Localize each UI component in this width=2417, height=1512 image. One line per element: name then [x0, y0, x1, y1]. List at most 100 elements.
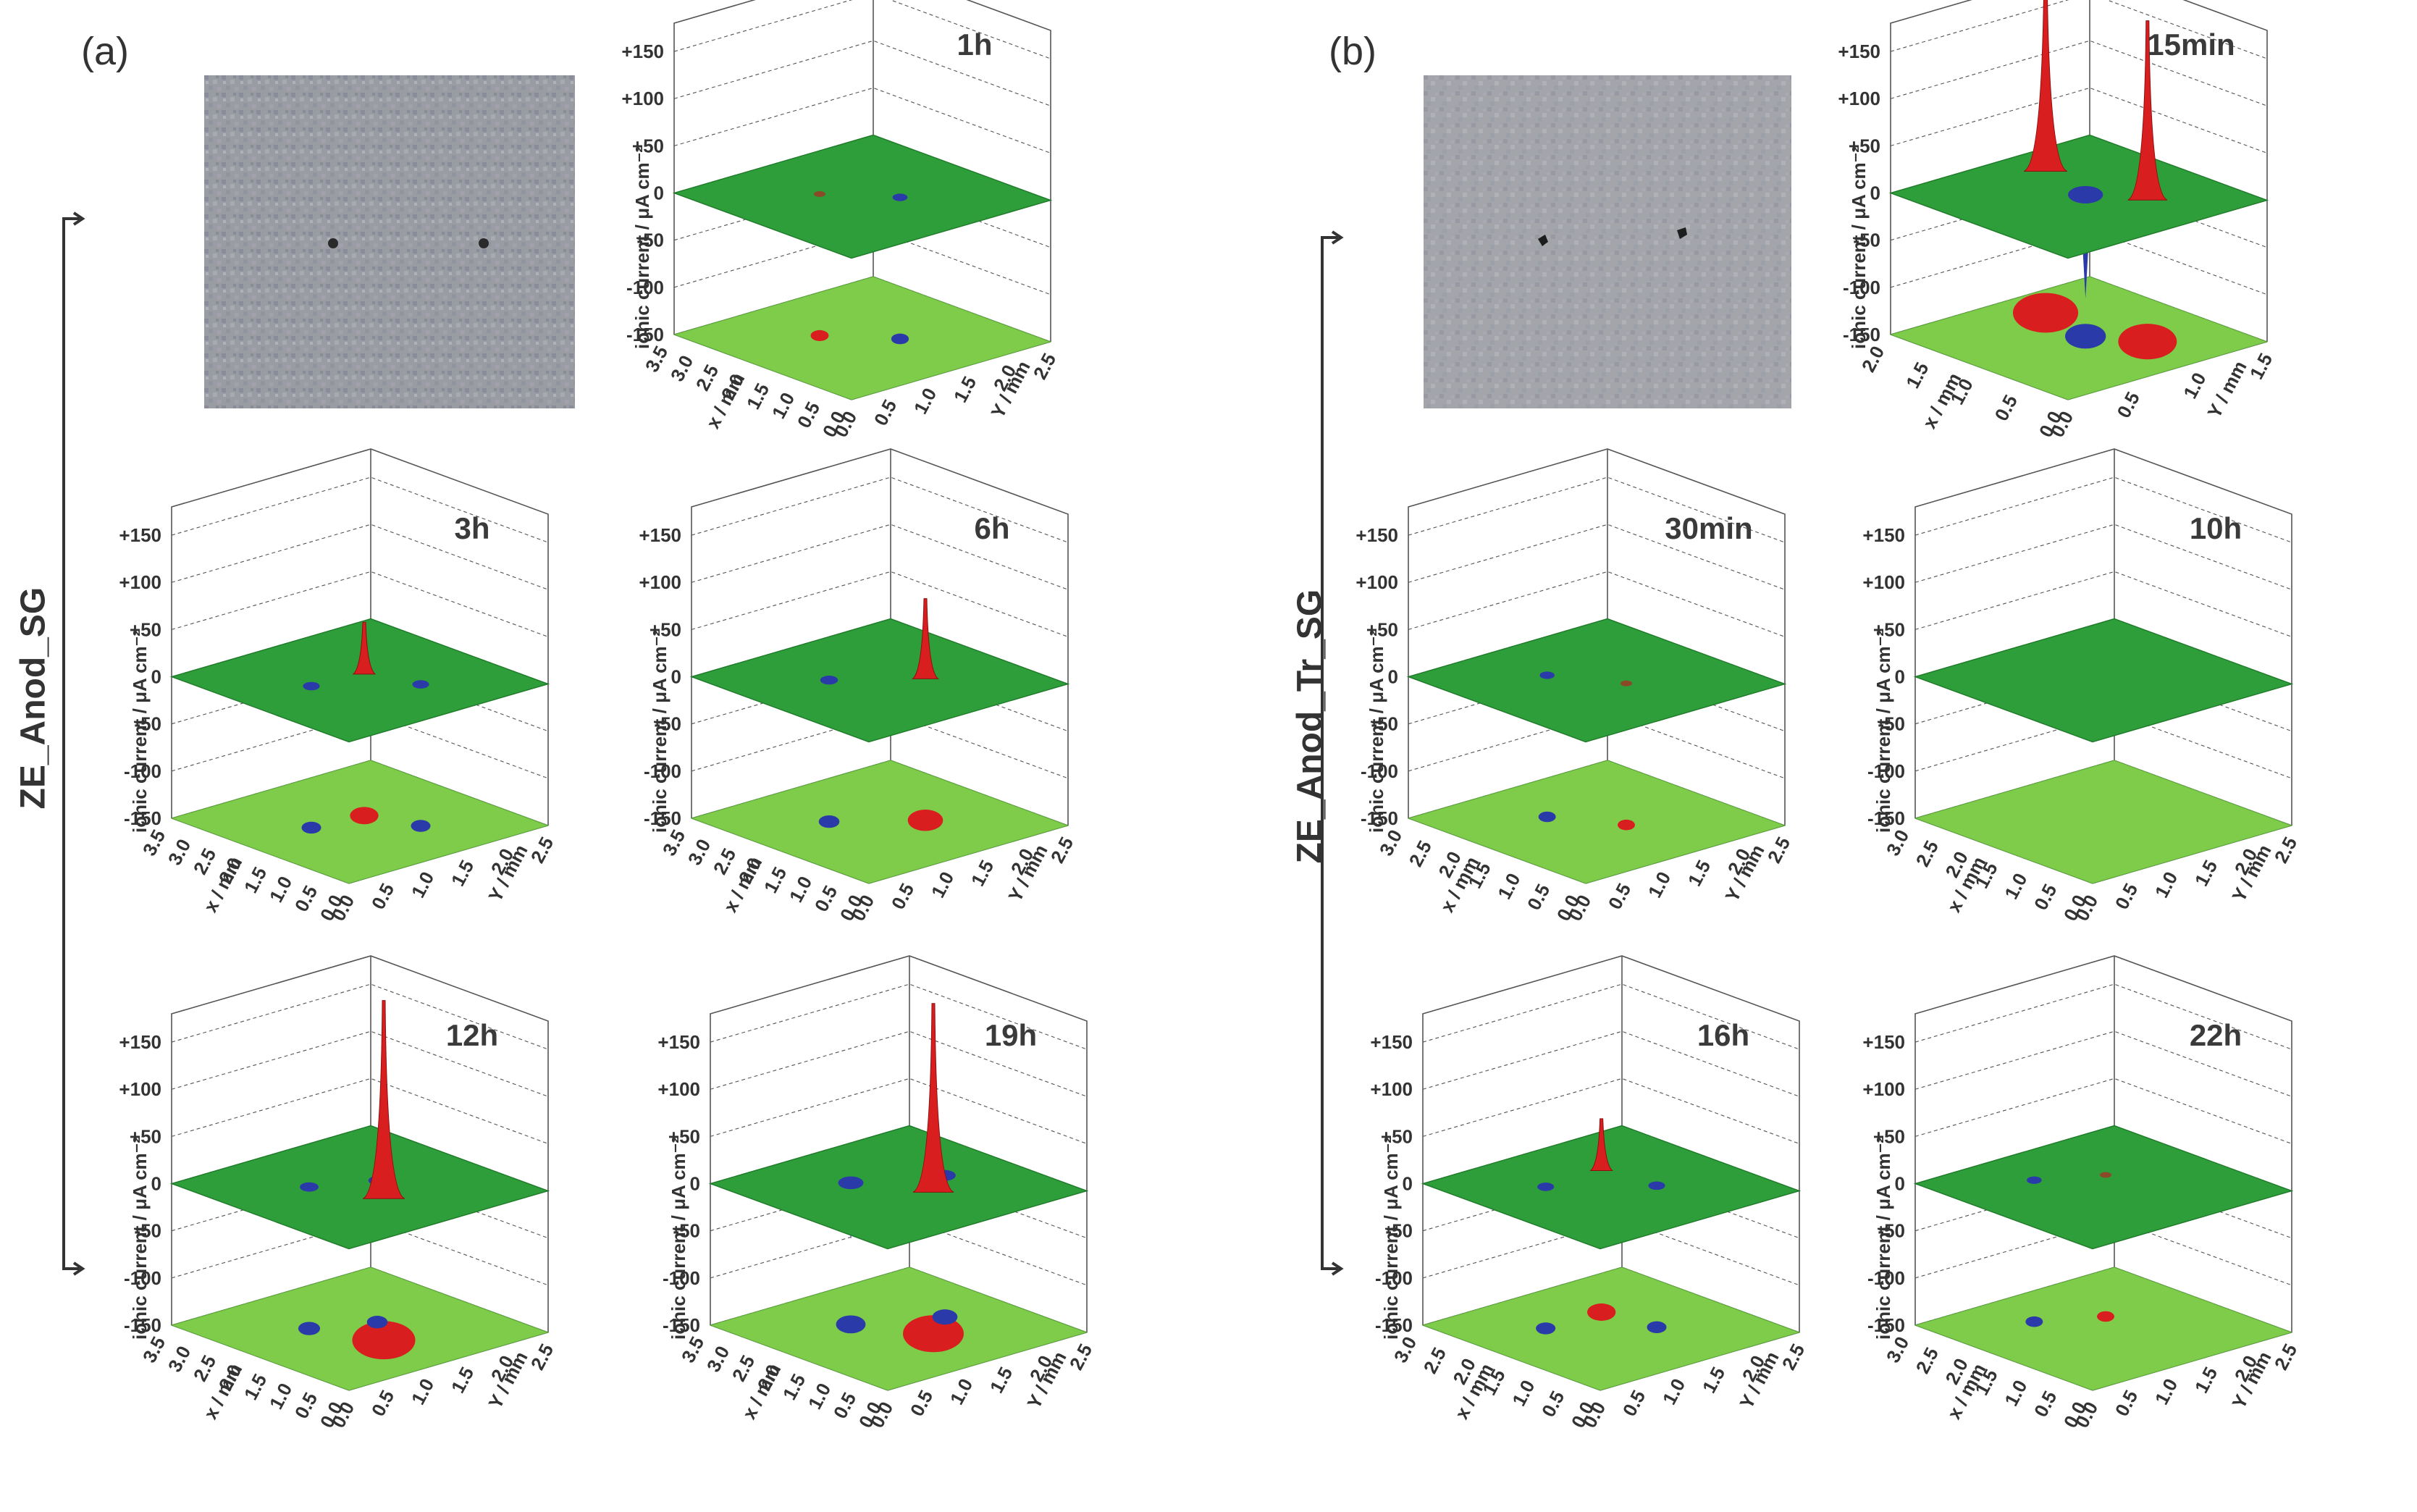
x-tick-label: 1.0 [2000, 1377, 2031, 1410]
z-gridline [171, 1219, 549, 1286]
x-tick-label: 1.0 [1508, 1377, 1539, 1410]
z-gridline [673, 0, 1051, 59]
x-tick-label: 0.5 [1537, 1387, 1568, 1421]
z-tick-label: +150 [1370, 1031, 1413, 1053]
cathodic-footprint [366, 1316, 388, 1329]
plot-box: +150+100+500-50-100-1500.00.51.01.52.02.… [119, 448, 558, 925]
plot-12h: +150+100+500-50-100-1500.00.51.01.52.02.… [119, 955, 558, 1432]
z-tick-label: +150 [639, 524, 681, 546]
z-tick-label: 0 [1403, 1173, 1413, 1195]
z-tick-label: -100 [1867, 760, 1905, 782]
z-tick-label: +50 [1849, 135, 1880, 156]
cathodic-dip [2027, 1176, 2042, 1184]
z-gridline [1422, 1172, 1800, 1239]
cathodic-dip [300, 1182, 319, 1192]
z-gridline [673, 87, 1051, 154]
cathodic-dip [412, 680, 429, 689]
z-axis-label: ionic current / μA cm⁻² [1848, 146, 1870, 349]
z-gridline [171, 1172, 549, 1239]
plot-box: +150+100+500-50-100-1500.00.51.01.52.02.… [1370, 955, 1809, 1432]
anodic-peak [912, 1003, 954, 1193]
anodic-footprint [2097, 1311, 2114, 1322]
cathodic-dip [892, 193, 908, 201]
bracket-b [1321, 230, 1344, 1276]
plot-title: 16h [1697, 1018, 1749, 1052]
anodic-spot [814, 190, 825, 197]
y-tick-label: 0.5 [367, 880, 398, 913]
anodic-spot [1621, 680, 1632, 686]
plot-title: 1h [957, 28, 992, 62]
cathodic-footprint [411, 820, 431, 832]
z-tick-label: +100 [119, 571, 161, 593]
z-gridline [1914, 571, 2292, 637]
plot-box: +150+100+500-50-100-1500.00.51.01.52.02.… [621, 0, 1060, 441]
plot-title: 6h [974, 511, 1009, 545]
z-tick-label: -150 [1867, 807, 1905, 829]
y-tick-label: 1.5 [1684, 857, 1715, 890]
z-tick-label: +150 [1862, 524, 1905, 546]
z-tick-label: 0 [1388, 666, 1398, 688]
z-gridline [1422, 1078, 1800, 1144]
z-axis-label: ionic current / μA cm⁻² [1872, 1137, 1894, 1340]
z-tick-label: +150 [621, 41, 664, 62]
plot-title: 10h [2190, 511, 2242, 545]
z-gridline [171, 713, 549, 779]
y-tick-label: 2.5 [1046, 833, 1077, 867]
z-gridline [171, 524, 549, 590]
z-gridline [171, 665, 549, 732]
z-tick-label: +150 [119, 1031, 161, 1053]
cathodic-footprint [1536, 1322, 1556, 1335]
y-tick-label: 1.0 [1658, 1375, 1689, 1408]
y-tick-label: 0.5 [906, 1387, 937, 1420]
y-tick-label: 2.5 [1029, 350, 1060, 383]
y-tick-label: 0.5 [2111, 880, 2142, 913]
z-gridline [1914, 1219, 2292, 1286]
anodic-peak [1589, 1118, 1613, 1172]
z-axis-label: ionic current / μA cm⁻² [1872, 630, 1894, 833]
y-tick-label: 1.0 [407, 1375, 438, 1408]
floor-map [673, 276, 1052, 400]
z-tick-label: 0 [151, 666, 161, 688]
z-tick-label: 0 [1895, 666, 1905, 688]
z-gridline [1408, 665, 1786, 732]
floor-map [690, 760, 1069, 884]
current-surface [169, 1125, 550, 1250]
z-gridline [1914, 1030, 2292, 1097]
z-tick-label: +50 [1873, 618, 1905, 640]
z-gridline [1914, 983, 2292, 1050]
x-tick-label: 2.5 [1912, 1344, 1943, 1377]
z-tick-label: -100 [124, 760, 161, 782]
cathodic-dip [1537, 1183, 1555, 1191]
z-tick-label: -150 [644, 807, 681, 829]
anodic-footprint [1586, 1303, 1616, 1321]
anodic-peak [2023, 0, 2068, 172]
cathodic-dip [2068, 185, 2103, 203]
plot-16h: +150+100+500-50-100-1500.00.51.01.52.02.… [1370, 955, 1809, 1432]
y-axis-label: Y / mm [1004, 841, 1051, 905]
z-gridline [1408, 571, 1786, 637]
plot-box: +150+100+500-50-100-1500.00.51.01.52.02.… [657, 955, 1096, 1432]
z-gridline [673, 182, 1051, 248]
z-axis-label: ionic current / μA cm⁻² [1366, 630, 1387, 833]
x-tick-label: 0.5 [2030, 1387, 2061, 1421]
y-tick-label: 2.5 [2270, 1340, 2301, 1374]
y-tick-label: 1.5 [2190, 1364, 2221, 1397]
y-tick-label: 1.5 [2245, 350, 2277, 383]
x-tick-label: 0.5 [1991, 391, 2022, 424]
z-tick-label: -150 [1361, 807, 1398, 829]
y-tick-label: 1.5 [2190, 857, 2221, 890]
z-tick-label: +150 [119, 524, 161, 546]
z-gridline [171, 476, 549, 543]
y-tick-label: 1.5 [447, 1364, 478, 1397]
y-axis-label: Y / mm [1022, 1348, 1070, 1412]
z-gridline [1422, 1219, 1800, 1286]
z-tick-label: -100 [626, 277, 664, 298]
z-gridline [691, 571, 1069, 637]
current-surface [708, 1125, 1089, 1250]
plot-3h: +150+100+500-50-100-1500.00.51.01.52.02.… [119, 448, 558, 925]
z-tick-label: -100 [663, 1267, 700, 1289]
y-tick-label: 1.0 [927, 868, 958, 902]
z-tick-label: -50 [654, 713, 681, 735]
z-gridline [1890, 40, 2268, 106]
floor-map [1421, 1267, 1801, 1391]
